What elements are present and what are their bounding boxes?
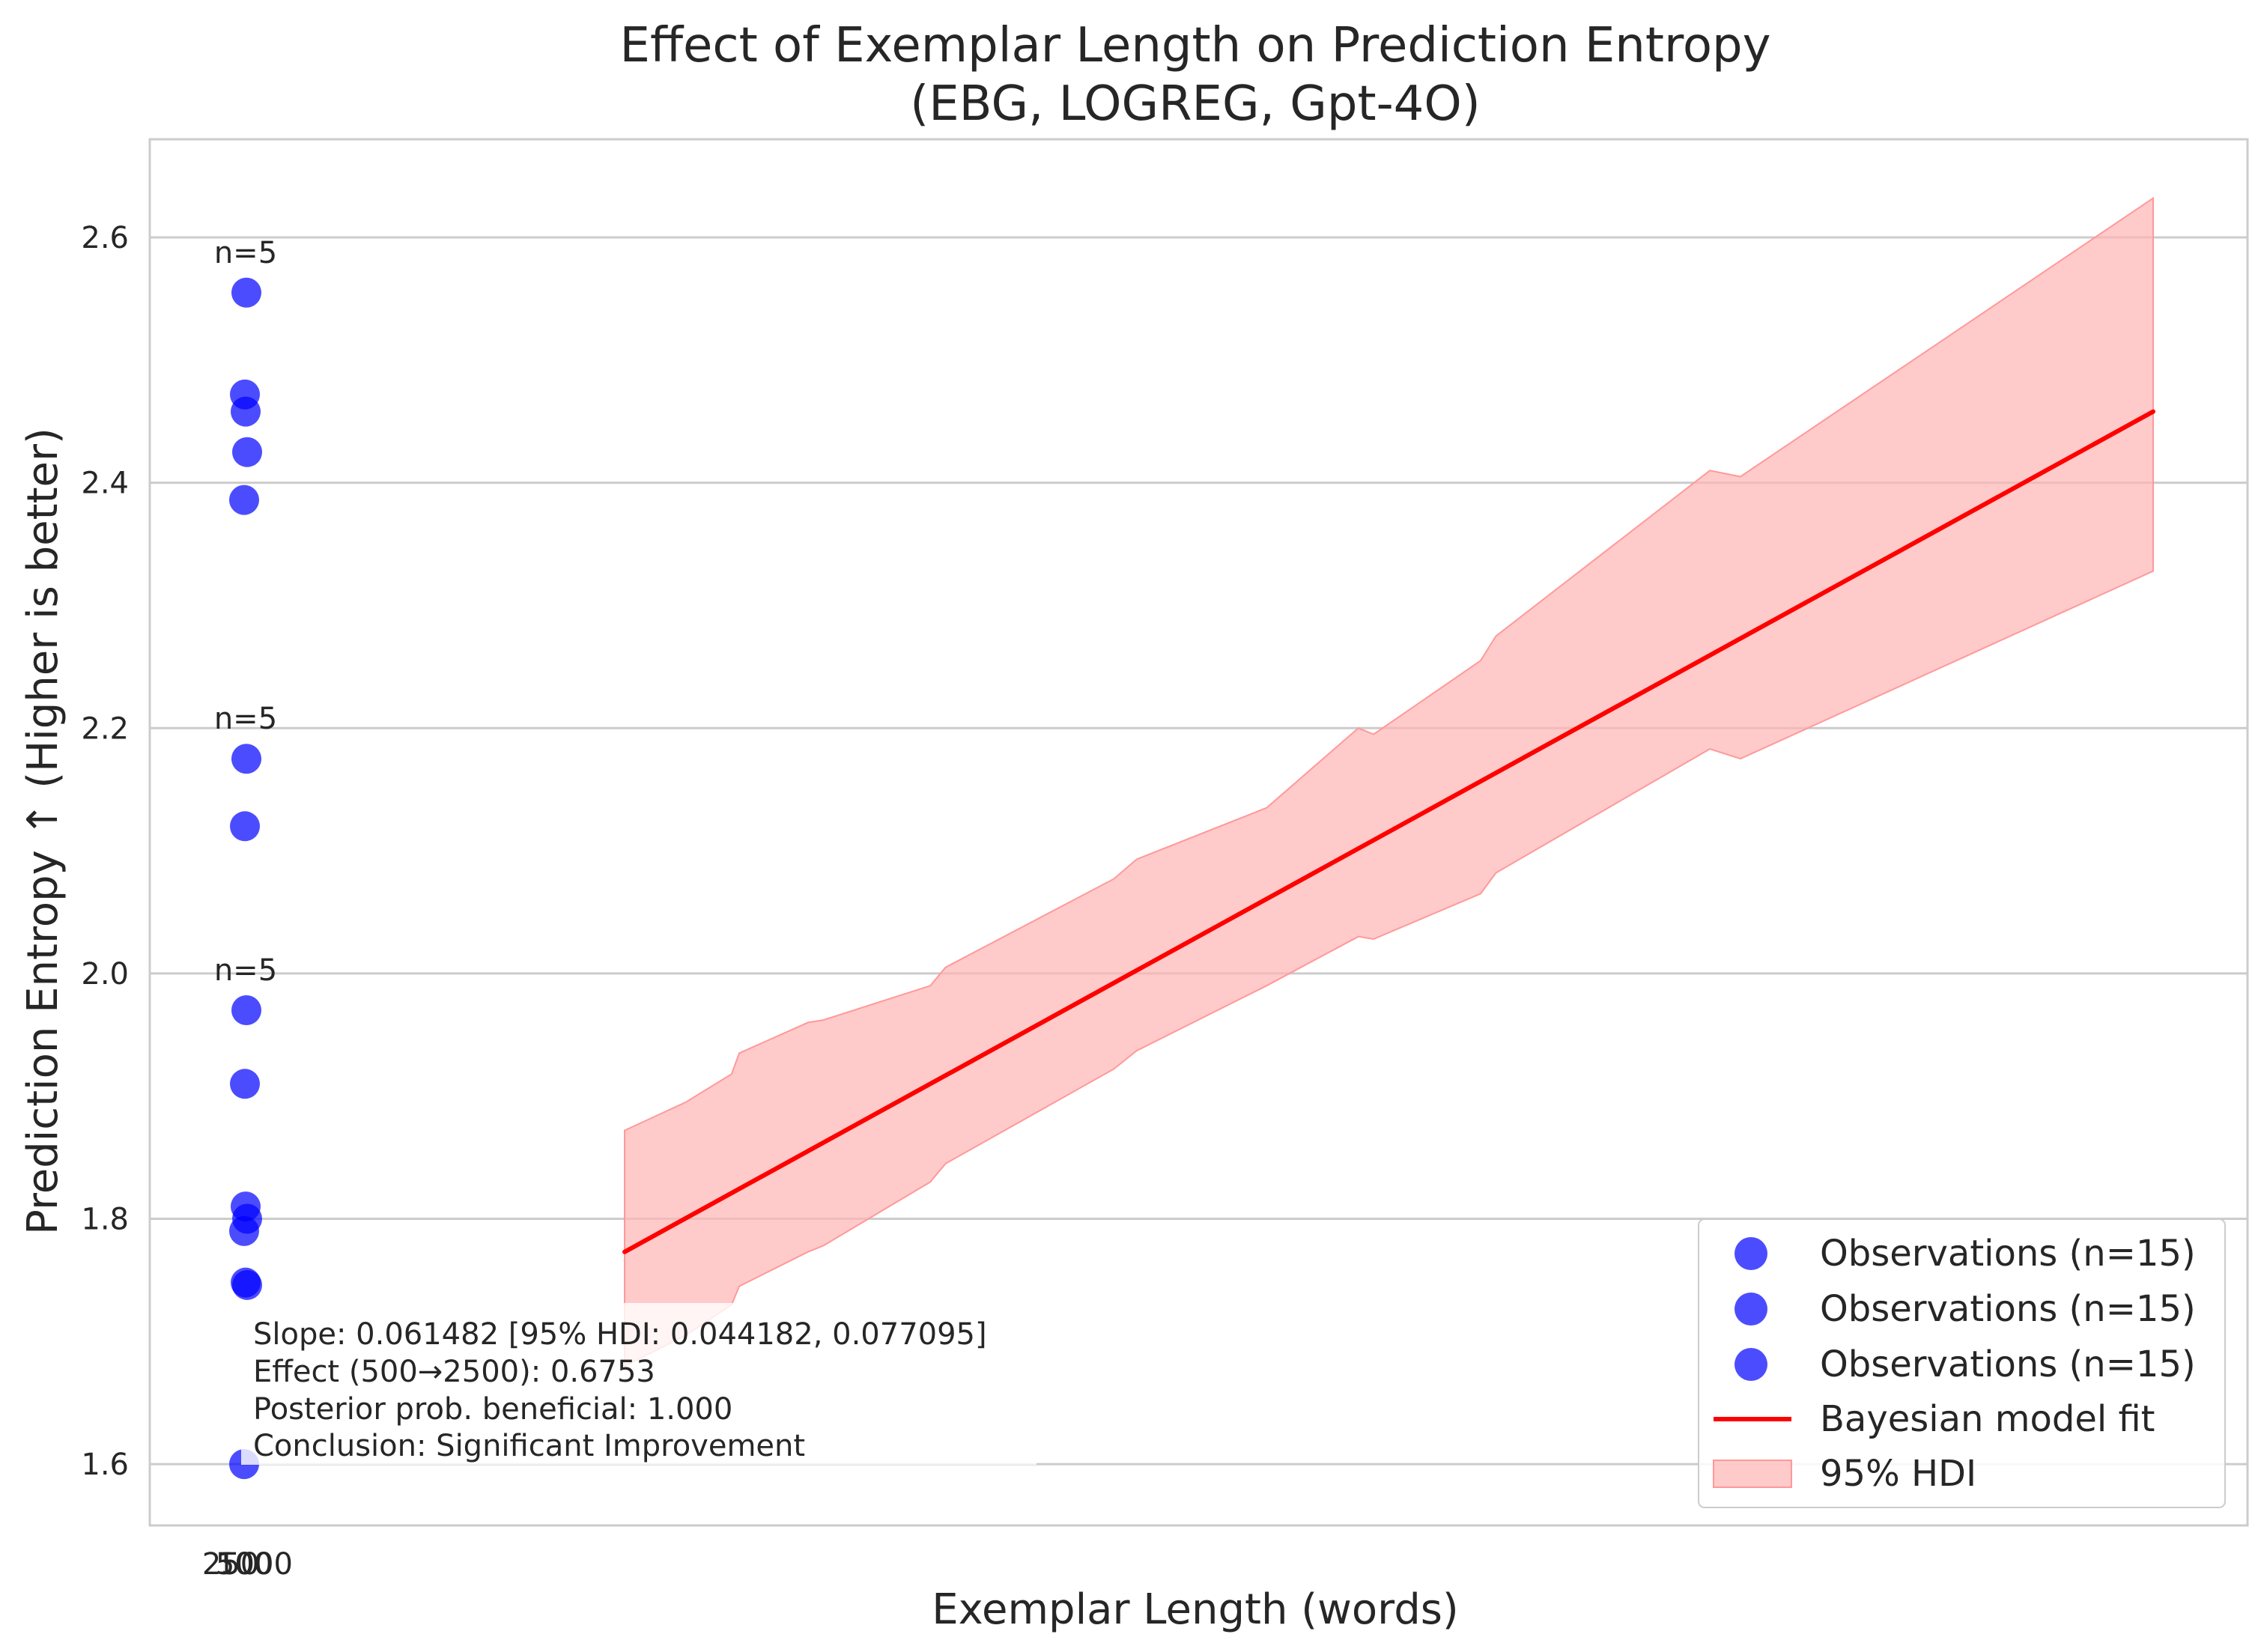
plot-frame — [148, 138, 2249, 1527]
legend-marker-observations-2 — [1735, 1293, 1767, 1325]
count-label: n=5 — [214, 953, 277, 988]
hdi-band-layer — [624, 196, 2154, 1367]
observation-point — [229, 485, 259, 515]
legend: Observations (n=15) Observations (n=15) … — [1698, 1218, 2226, 1508]
fit-line-layer — [622, 409, 2155, 1254]
annotation-box — [241, 1303, 1037, 1465]
annotation-conclusion: Conclusion: Significant Improvement — [253, 1429, 805, 1463]
y-tick-label: 2.2 — [81, 711, 129, 746]
observation-points — [229, 277, 262, 1480]
x-tick-label: 1000 — [216, 1547, 293, 1582]
legend-marker-hdi — [1713, 1460, 1792, 1488]
y-tick-label: 1.6 — [81, 1448, 129, 1482]
observation-point — [229, 1215, 259, 1246]
observation-point — [231, 995, 261, 1026]
legend-marker-observations-3 — [1735, 1348, 1767, 1381]
y-axis-label: Prediction Entropy ↑ (Higher is better) — [19, 428, 67, 1235]
legend-box — [1698, 1218, 2226, 1508]
observation-point — [232, 1269, 262, 1300]
hdi-band — [624, 196, 2154, 1367]
y-tick-label: 2.0 — [81, 957, 129, 991]
annotation-effect: Effect (500→2500): 0.6753 — [253, 1355, 655, 1389]
legend-marker-observations-1 — [1735, 1237, 1767, 1270]
stats-annotation: Slope: 0.061482 [95% HDI: 0.044182, 0.07… — [241, 1303, 1037, 1465]
count-label: n=5 — [214, 236, 277, 270]
legend-label-observations-2: Observations (n=15) — [1820, 1288, 2196, 1330]
chart-title: Effect of Exemplar Length on Prediction … — [620, 18, 1771, 73]
observation-point — [231, 277, 261, 308]
annotation-posterior: Posterior prob. beneficial: 1.000 — [253, 1392, 732, 1427]
y-tick-label: 2.4 — [81, 467, 129, 501]
observation-point — [230, 1069, 260, 1099]
fit-line — [622, 409, 2155, 1254]
legend-label-hdi: 95% HDI — [1820, 1453, 1976, 1495]
x-tick-label: 250 — [202, 1547, 259, 1582]
y-tick-label: 2.6 — [81, 221, 129, 255]
count-label: n=5 — [214, 702, 277, 736]
y-tick-label: 1.8 — [81, 1202, 129, 1236]
observation-point — [231, 396, 261, 427]
x-axis-label: Exemplar Length (words) — [932, 1585, 1459, 1634]
legend-label-observations-1: Observations (n=15) — [1820, 1233, 2196, 1275]
observation-point — [231, 744, 261, 774]
x-tick-label: 500 — [216, 1547, 273, 1582]
chart-subtitle: (EBG, LOGREG, Gpt-4O) — [910, 76, 1480, 132]
annotation-slope: Slope: 0.061482 [95% HDI: 0.044182, 0.07… — [253, 1317, 987, 1352]
observation-point — [232, 437, 262, 467]
observation-point — [230, 811, 260, 842]
y-axis-ticks: 1.6 1.8 2.0 2.2 2.4 2.6 — [81, 221, 129, 1482]
count-labels: n=5 n=5 n=5 — [214, 236, 277, 988]
legend-label-fit: Bayesian model fit — [1820, 1398, 2155, 1440]
legend-label-observations-3: Observations (n=15) — [1820, 1343, 2196, 1385]
